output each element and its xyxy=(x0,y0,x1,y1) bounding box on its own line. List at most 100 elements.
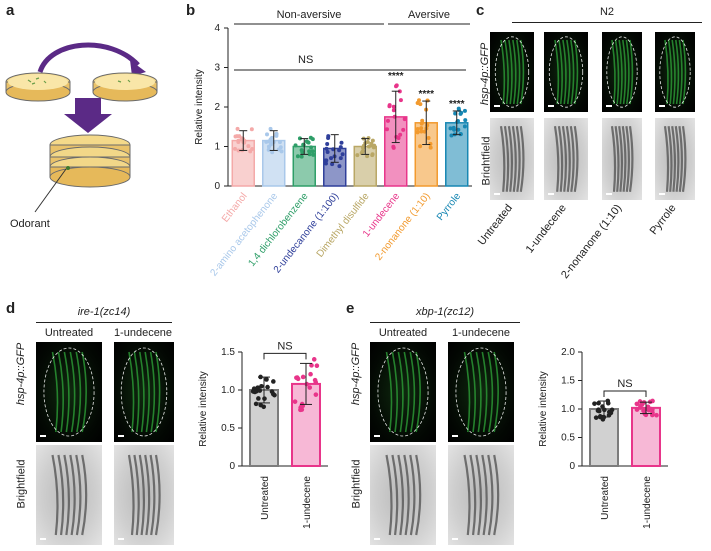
d-y-axis-label: Relative intensity xyxy=(198,371,209,447)
b-dot xyxy=(307,152,312,157)
c-fluor-pyrrole-outline xyxy=(659,36,691,108)
d-dot xyxy=(300,374,306,380)
n2-header-line xyxy=(512,22,702,23)
d-fluor-untreated-worm xyxy=(69,351,76,433)
e-fluor-row-label: hsp-4p::GFP xyxy=(350,342,363,406)
d-dot xyxy=(292,399,298,404)
c-bright-nonanone-worm xyxy=(614,126,620,192)
c-bright-undecene-worms xyxy=(553,126,579,192)
c-bright-nonanone-worm xyxy=(621,126,627,192)
d-bright-treated-worm xyxy=(154,454,161,536)
c-fluor-pyrrole-worm xyxy=(664,39,669,105)
e-fluor-untreated xyxy=(370,342,436,442)
n2-strain-label: N2 xyxy=(599,6,615,18)
chart-d: 0 0.5 1.0 1.5 Relative intensity Untreated 1-u… xyxy=(198,340,328,529)
d-bright-untreated-worm xyxy=(81,454,88,536)
e-category-label: Untreated xyxy=(600,476,611,520)
e-y-tick-label: 2.0 xyxy=(561,347,575,358)
b-dot xyxy=(339,140,344,145)
d-fluor-treated-worm xyxy=(139,351,145,433)
e-fluor-treated-worms xyxy=(455,347,507,437)
e-col-untreated: Untreated xyxy=(378,327,428,339)
b-dot xyxy=(307,149,312,154)
d-dot xyxy=(309,363,314,368)
c-bright-undecene-worm xyxy=(573,126,579,192)
d-col-treated: 1-undecene xyxy=(113,327,173,339)
c-fluor-pyrrole xyxy=(655,32,695,112)
b-dot xyxy=(297,136,302,141)
c-fluor-nonanone-worms xyxy=(606,36,638,108)
b-dot xyxy=(250,147,255,152)
e-category-label: 1-undecene xyxy=(642,476,653,529)
b-dot xyxy=(428,145,433,150)
e-dot xyxy=(609,407,615,413)
c-bright-pyrrole-worm xyxy=(671,126,677,192)
e-fluor-untreated-worm xyxy=(397,351,404,433)
d-fluor-untreated-worm xyxy=(57,351,64,433)
b-dot xyxy=(266,147,271,152)
e-bright-untreated-worm xyxy=(391,454,399,536)
c-fluor-undecene-worms xyxy=(548,36,584,108)
e-bright-untreated-worm xyxy=(403,454,410,536)
d-dot xyxy=(256,396,261,401)
e-fluor-untreated-worm xyxy=(403,351,410,433)
d-dot xyxy=(259,383,264,389)
b-dot xyxy=(326,136,331,141)
b-dot xyxy=(324,146,329,151)
b-dot xyxy=(323,158,328,163)
b-dot xyxy=(391,108,396,113)
e-fluor-treated xyxy=(448,342,514,442)
e-dot xyxy=(593,415,599,420)
b-dot xyxy=(415,100,420,105)
c-fluor-undecene-worm xyxy=(570,39,575,105)
b-dot xyxy=(269,135,274,140)
e-fluor-treated-worm xyxy=(469,351,476,433)
c-fluor-undecene-worm xyxy=(554,39,560,105)
d-ns-bracket xyxy=(263,352,307,360)
d-fluor-treated-worm xyxy=(128,351,135,433)
b-dot xyxy=(451,125,456,130)
b-dot xyxy=(385,118,390,123)
d-col-untreated: Untreated xyxy=(44,327,94,339)
b-significance: **** xyxy=(388,71,404,82)
e-fluor-untreated-outline xyxy=(377,347,429,437)
d-fluor-treated-outline xyxy=(120,347,168,437)
b-dot xyxy=(394,84,399,89)
b-category-label: Pyrrole xyxy=(435,191,463,223)
c-fluor-untreated-worms xyxy=(494,36,530,108)
b-y-tick-label: 1 xyxy=(214,142,220,153)
d-fluor-untreated-worm xyxy=(51,351,59,433)
b-dot xyxy=(462,124,467,129)
e-fluor-treated-worm xyxy=(481,351,488,433)
b-dot xyxy=(337,148,342,153)
c-bright-nonanone xyxy=(602,118,642,200)
c-fluor-untreated-worm xyxy=(504,39,509,105)
e-dot xyxy=(634,407,640,412)
c-fluor-undecene xyxy=(544,32,588,112)
c-bright-nonanone-worm xyxy=(625,126,630,192)
c-fluor-undecene-worm xyxy=(574,39,579,105)
d-dot xyxy=(271,379,276,384)
e-col-treated: 1-undecene xyxy=(451,327,511,339)
e-dot xyxy=(596,408,602,414)
c-bright-undecene xyxy=(544,118,588,200)
b-dot xyxy=(299,154,304,159)
c-bright-pyrrole-worm xyxy=(674,126,680,192)
c-bright-undecene-worm xyxy=(557,126,564,192)
d-category-label: Untreated xyxy=(260,476,271,520)
b-dot xyxy=(372,143,377,148)
b-dot xyxy=(300,150,305,155)
b-dot xyxy=(266,144,271,149)
b-dot xyxy=(325,149,330,154)
c-fluor-nonanone-worm xyxy=(618,39,623,105)
b-ns-label: NS xyxy=(298,54,313,66)
d-dot xyxy=(311,357,317,362)
d-bright-untreated-worms xyxy=(51,454,88,536)
b-dot xyxy=(305,140,310,145)
e-ns-bracket xyxy=(603,390,647,398)
e-fluor-treated-worm xyxy=(475,351,482,433)
c-bright-nonanone-worm xyxy=(618,126,624,192)
c-bright-undecene-worm xyxy=(565,126,571,192)
c-fluor-nonanone-worm xyxy=(622,39,627,105)
panel-d-label: d xyxy=(6,300,16,317)
